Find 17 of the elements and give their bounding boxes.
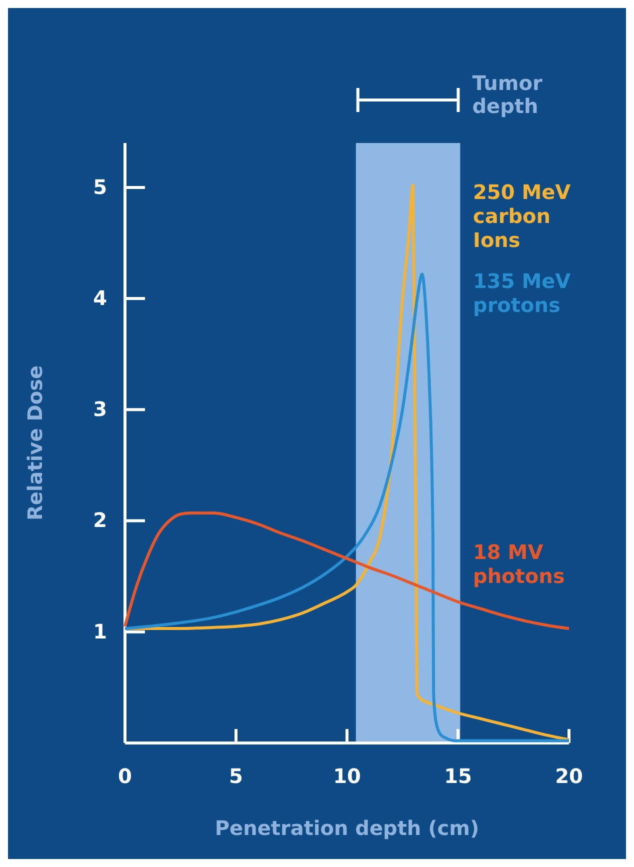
x-tick-label: 10 xyxy=(333,764,361,788)
series-label: 18 MV photons xyxy=(473,540,565,588)
y-tick-label: 3 xyxy=(93,397,107,422)
x-tick-label: 15 xyxy=(444,764,472,788)
y-tick-label: 2 xyxy=(93,508,107,532)
line-series xyxy=(124,512,570,630)
x-tick-label: 0 xyxy=(118,764,132,788)
y-tick-label: 1 xyxy=(93,619,107,644)
x-axis-title: Penetration depth (cm) xyxy=(214,816,480,840)
y-tick-label: 5 xyxy=(93,174,107,199)
y-axis-title: Relative Dose xyxy=(23,365,47,521)
band-label: Tumor depth xyxy=(472,71,542,118)
text: 135 MeV protons xyxy=(473,269,572,318)
y-tick-label: 4 xyxy=(93,286,107,310)
x-tick-label: 20 xyxy=(555,764,583,788)
text: 250 MeV carbon Ions xyxy=(473,180,572,252)
x-tick-label: 5 xyxy=(229,764,243,788)
